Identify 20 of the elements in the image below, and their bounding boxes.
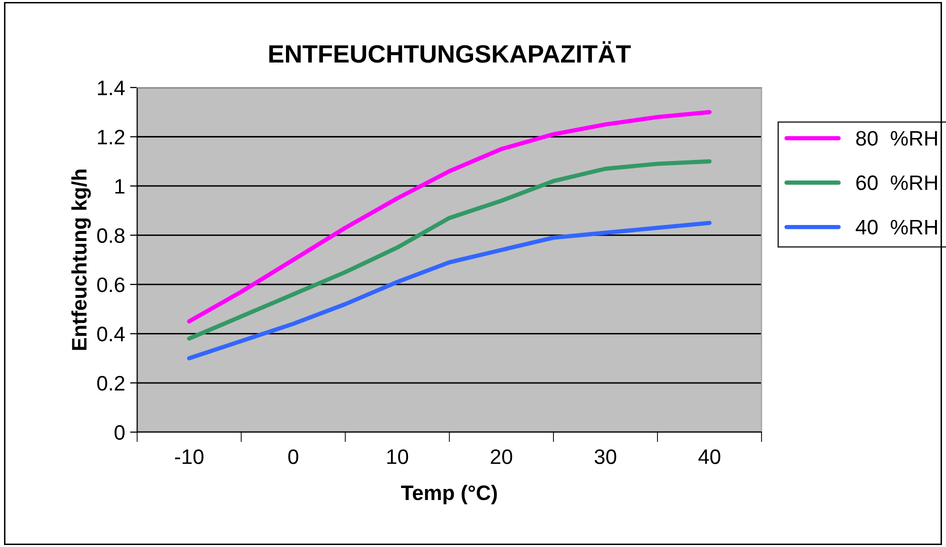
x-tick-label: 40	[698, 449, 720, 464]
x-tick-label: 30	[594, 449, 616, 464]
y-tick-label: 1.4	[98, 80, 125, 96]
y-tick-label: 0.6	[97, 277, 124, 292]
y-tick-label: 1.2	[98, 130, 124, 144]
legend-label: 80 %RH	[856, 130, 937, 146]
legend-label: 60 %RH	[856, 175, 937, 190]
x-axis-title: Temp (°C)	[401, 484, 497, 504]
legend-label: 40 %RH	[856, 220, 937, 235]
y-tick-label: 0.8	[97, 228, 124, 243]
y-tick-label: 0	[114, 425, 125, 440]
x-tick-label: -10	[175, 449, 204, 464]
y-axis-title: Entfeuchtung kg/h	[71, 170, 91, 350]
x-tick-label: 0	[288, 449, 298, 464]
y-tick-label: 0.4	[97, 326, 125, 342]
y-tick-label: 1	[115, 179, 124, 194]
x-tick-label: 20	[490, 449, 512, 464]
chart-title: ENTFEUCHTUNGSKAPAZITÄT	[269, 41, 631, 63]
x-tick-label: 10	[387, 449, 408, 464]
y-tick-label: 0.2	[97, 376, 124, 391]
